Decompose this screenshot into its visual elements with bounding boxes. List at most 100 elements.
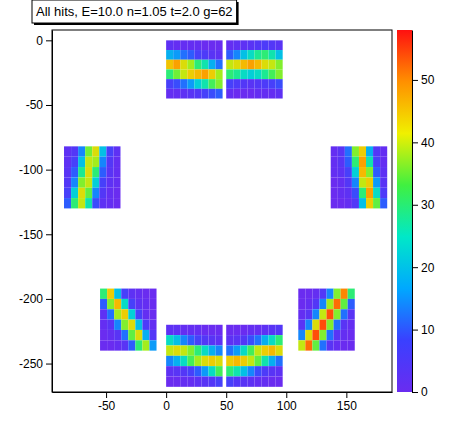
cell	[233, 50, 240, 60]
cell	[269, 366, 276, 376]
cell	[312, 309, 319, 319]
cell	[345, 198, 352, 208]
cell	[305, 309, 312, 319]
cell	[166, 79, 173, 89]
cell	[319, 340, 326, 350]
cell	[240, 89, 247, 99]
cell	[269, 376, 276, 386]
cell	[216, 79, 223, 89]
cell	[334, 340, 341, 350]
tick: 40	[412, 136, 435, 150]
tick-label: 10	[421, 323, 435, 337]
cell	[352, 146, 359, 156]
tick: 0	[36, 34, 52, 48]
cell	[319, 330, 326, 340]
tick: -100	[19, 163, 52, 177]
cell	[247, 356, 254, 366]
cell	[327, 320, 334, 330]
cell	[373, 157, 380, 167]
cell	[345, 167, 352, 177]
cell	[180, 335, 187, 345]
cell	[240, 345, 247, 355]
cell	[247, 69, 254, 79]
cell	[359, 177, 366, 187]
cell	[276, 60, 283, 70]
cell	[319, 309, 326, 319]
cell	[261, 50, 268, 60]
cell	[247, 40, 254, 50]
cell	[208, 345, 215, 355]
cell	[166, 356, 173, 366]
cell	[298, 289, 305, 299]
cell	[194, 50, 201, 60]
cell	[254, 356, 261, 366]
cell	[233, 69, 240, 79]
cell	[208, 356, 215, 366]
cell	[107, 299, 114, 309]
cell	[261, 366, 268, 376]
cell	[240, 335, 247, 345]
cell	[359, 157, 366, 167]
cell	[106, 157, 113, 167]
cell	[366, 167, 373, 177]
tick-mark	[346, 392, 347, 398]
cell	[352, 167, 359, 177]
tick-mark	[46, 234, 52, 235]
cell	[85, 177, 92, 187]
x-axis-line	[53, 392, 393, 393]
cell	[380, 157, 387, 167]
cell	[216, 366, 223, 376]
cell	[180, 345, 187, 355]
cell	[166, 40, 173, 50]
cell	[276, 356, 283, 366]
tick: 0	[163, 392, 170, 413]
cell	[226, 335, 233, 345]
cell	[254, 79, 261, 89]
cell	[261, 69, 268, 79]
cell	[341, 330, 348, 340]
cell	[208, 69, 215, 79]
cell	[208, 335, 215, 345]
cell	[100, 289, 107, 299]
cell	[142, 309, 149, 319]
cell	[64, 146, 71, 156]
cell	[113, 188, 120, 198]
cell	[338, 177, 345, 187]
cell	[233, 60, 240, 70]
tick-mark	[412, 330, 418, 331]
cell	[106, 146, 113, 156]
cell	[269, 89, 276, 99]
cell	[233, 376, 240, 386]
tick-label: 0	[421, 385, 428, 399]
cell	[254, 325, 261, 335]
tick-label: -250	[19, 357, 43, 371]
cell	[173, 79, 180, 89]
cell	[173, 60, 180, 70]
tick: -250	[19, 357, 52, 371]
cell	[254, 335, 261, 345]
cell	[194, 345, 201, 355]
cell	[92, 157, 99, 167]
tick-mark	[286, 392, 287, 398]
cell	[201, 69, 208, 79]
tick-label: -150	[19, 228, 43, 242]
tick-label: 100	[277, 399, 297, 413]
tick-mark	[46, 299, 52, 300]
cell	[201, 40, 208, 50]
cell	[128, 309, 135, 319]
tick-mark	[46, 364, 52, 365]
cell	[216, 60, 223, 70]
cell	[180, 69, 187, 79]
cell	[359, 146, 366, 156]
cell	[100, 299, 107, 309]
tick-mark	[46, 40, 52, 41]
tick-label: 50	[220, 399, 234, 413]
chart: -500501001500-50-100-150-200-25001020304…	[0, 0, 476, 432]
cell	[269, 50, 276, 60]
cell	[240, 376, 247, 386]
tick-mark	[226, 392, 227, 398]
cell	[233, 335, 240, 345]
cell	[149, 299, 156, 309]
tick-label: -100	[19, 163, 43, 177]
cell	[201, 50, 208, 60]
